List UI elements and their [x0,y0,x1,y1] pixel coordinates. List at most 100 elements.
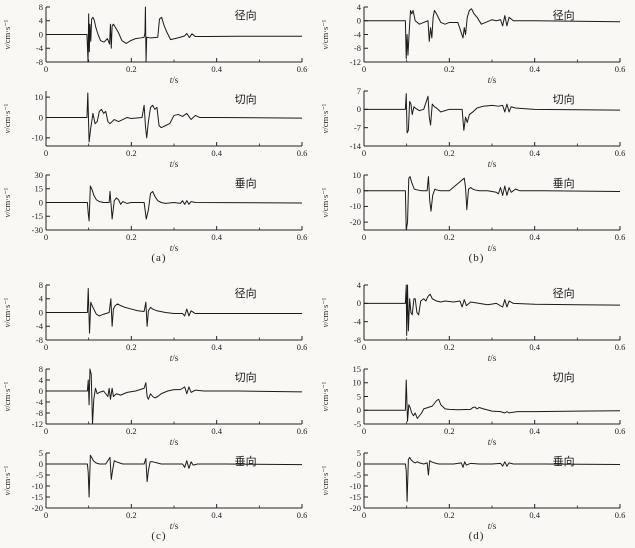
y-tick-label: -14 [350,141,362,151]
y-tick-label: -20 [350,217,361,227]
waveform-0 [364,8,621,60]
waveform-1 [46,92,303,143]
x-tick-label: 0.6 [297,342,308,352]
trace-label: 径向 [553,8,575,22]
trace-label: 径向 [235,8,257,22]
trace-label: 切向 [553,370,575,384]
waveform-2 [46,454,303,498]
x-tick-label: 0.4 [211,232,222,242]
y-tick-label: 10 [35,92,44,102]
x-axis-title: t/s [488,521,497,531]
panel-b-label: (b) [468,252,485,264]
x-axis-title: t/s [488,159,497,169]
x-axis-title: t/s [170,75,179,85]
subplot-b-2: 100-10-200 0.2 0.4 0.6t/sv/cm·s⁻¹垂向 [320,170,625,253]
x-tick-label: 0 [44,426,48,436]
x-axis-title: t/s [170,243,179,253]
subplot-c-0: 840-4-80 0.2 0.4 0.6t/sv/cm·s⁻¹径向 [2,280,308,363]
y-tick-label: -20 [32,503,43,513]
y-tick-label: -4 [36,321,44,331]
y-tick-label: 8 [39,2,43,12]
y-tick-label: 0 [357,186,361,196]
panel-b: 4 0 -4 -8 -12 0 0.2 0.4 0.6 t/s v/cm·s⁻¹ 径向 7 0 -7 -14 0… [318,0,635,272]
x-tick-label: 0.4 [211,64,222,74]
y-axis-title: v/cm·s⁻¹ [2,103,12,133]
x-tick-label: 0.4 [529,148,540,158]
trace-label: 径向 [553,286,575,300]
y-tick-label: 0 [39,386,43,396]
waveform-0 [46,287,302,334]
y-axis-title: v/cm·s⁻¹ [2,465,12,495]
y-tick-label: -15 [32,492,43,502]
y-tick-label: 0 [39,459,43,469]
y-axis-title: v/cm·s⁻¹ [320,381,330,411]
y-axis-title: v/cm·s⁻¹ [320,297,330,327]
x-tick-label: 0 [362,342,366,352]
y-axis-title: v/cm·s⁻¹ [320,465,330,495]
waveform-1 [364,379,621,422]
subplot-d-0: 40-4-80 0.2 0.4 0.6t/sv/cm·s⁻¹径向 [320,280,625,363]
y-tick-label: -8 [36,335,43,345]
y-tick-label: -10 [32,481,43,491]
y-tick-label: 0 [357,16,361,26]
y-tick-label: -5 [354,419,361,429]
trace-label: 垂向 [553,454,575,468]
x-tick-label: 0.2 [444,148,455,158]
y-axis-title: v/cm·s⁻¹ [2,187,12,217]
x-tick-label: 0.4 [529,342,540,352]
subplot-a-1: 100-100 0.2 0.4 0.6t/sv/cm·s⁻¹切向 [2,91,307,169]
panel-d-traces: 4 0 -4 -8 0 0.2 0.4 0.6 t/s v/cm·s⁻¹ 径向 15 10 5 0 -5 0 0.… [318,280,635,532]
x-tick-label: 0.2 [444,232,455,242]
x-tick-label: 0 [362,426,366,436]
y-tick-label: -7 [354,122,361,132]
y-tick-label: 8 [39,364,43,374]
panel-c-traces: 8 4 0 -4 -8 0 0.2 0.4 0.6 t/s v/cm·s⁻¹ 径向 8 4 0 -4 -8 -12… [0,280,318,532]
y-axis-title: v/cm·s⁻¹ [320,103,330,133]
y-tick-label: 15 [353,364,362,374]
subplot-b-1: 70-7-140 0.2 0.4 0.6t/sv/cm·s⁻¹切向 [320,86,626,169]
x-tick-label: 0 [362,64,366,74]
x-tick-label: 0.4 [529,510,540,520]
x-tick-label: 0.6 [297,426,308,436]
x-tick-label: 0.6 [297,510,308,520]
x-tick-label: 0.2 [444,426,455,436]
x-tick-label: 0 [44,64,48,74]
subplot-c-2: 50-5-10-15-200 0.2 0.4 0.6t/sv/cm·s⁻¹垂向 [2,448,308,531]
y-axis-title: v/cm·s⁻¹ [2,297,12,327]
y-tick-label: 0 [39,29,43,39]
x-tick-label: 0.2 [126,148,137,158]
y-tick-label: -15 [32,211,43,221]
y-tick-label: -5 [354,470,361,480]
y-tick-label: -12 [32,419,43,429]
y-tick-label: 0 [357,405,361,415]
panel-d: 4 0 -4 -8 0 0.2 0.4 0.6 t/s v/cm·s⁻¹ 径向 15 10 5 0 -5 0 0.… [318,272,635,548]
x-tick-label: 0 [44,510,48,520]
x-tick-label: 0.6 [615,148,626,158]
y-tick-label: 8 [39,280,43,290]
waveform-2 [46,185,303,222]
y-tick-label: 7 [357,86,361,96]
waveform-0 [46,6,302,63]
subplot-b-0: 40-4-8-120 0.2 0.4 0.6t/sv/cm·s⁻¹径向 [320,2,625,85]
y-tick-label: 0 [357,104,361,114]
panel-c: 8 4 0 -4 -8 0 0.2 0.4 0.6 t/s v/cm·s⁻¹ 径向 8 4 0 -4 -8 -12… [0,272,318,548]
x-tick-label: 0.6 [615,510,626,520]
x-tick-label: 0.4 [211,510,222,520]
y-tick-label: -30 [32,225,43,235]
y-tick-label: -4 [36,43,44,53]
y-tick-label: 0 [39,307,43,317]
x-axis-title: t/s [488,243,497,253]
panel-d-label: (d) [468,530,485,542]
x-axis-title: t/s [170,353,179,363]
x-tick-label: 0 [44,232,48,242]
trace-label: 垂向 [235,454,257,468]
x-tick-label: 0.4 [529,64,540,74]
trace-label: 切向 [553,92,575,106]
y-tick-label: -8 [354,43,361,53]
x-tick-label: 0.4 [211,426,222,436]
trace-label: 垂向 [553,176,575,190]
y-tick-label: 0 [39,112,43,122]
y-tick-label: 5 [357,391,361,401]
